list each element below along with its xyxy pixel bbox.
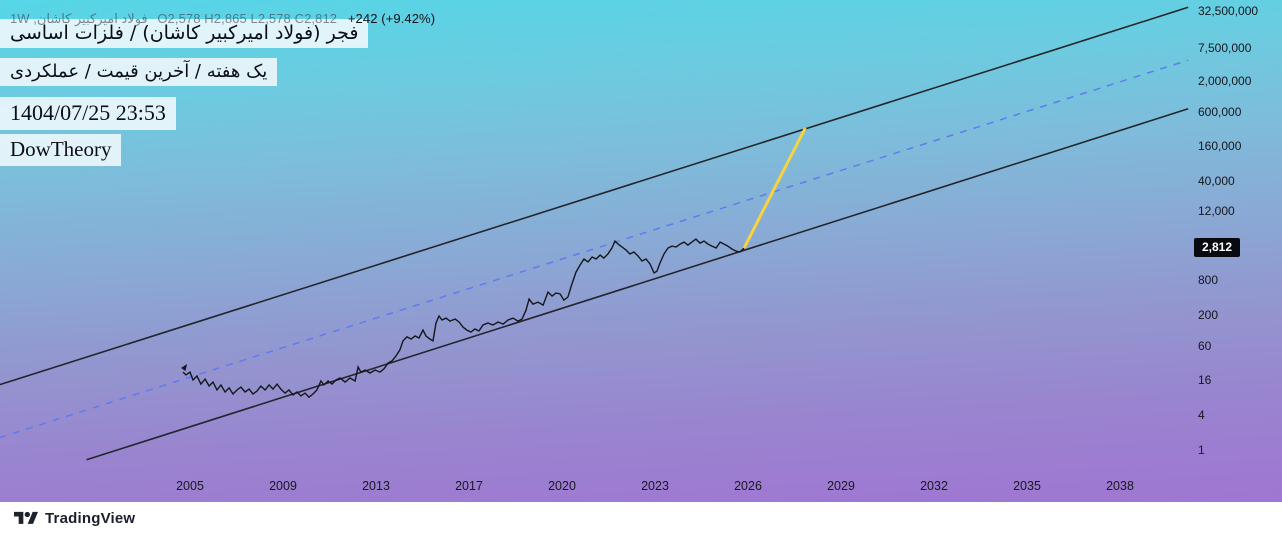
- title-chip-settings: یک هفته / آخرین قیمت / عملکردی: [0, 58, 278, 86]
- price-axis-label: 7,500,000: [1198, 40, 1252, 55]
- time-axis[interactable]: 2005 2009 2013 2017 2020 2023 2026 2029 2032 2035…: [0, 473, 1192, 502]
- time-axis-label: 2017: [455, 479, 483, 493]
- title-chip-symbol: فجر (فولاد امیرکبیر کاشان) / فلزات اساسی: [0, 19, 369, 48]
- time-axis-label: 2038: [1106, 479, 1134, 493]
- price-axis-label: 2,000,000: [1198, 74, 1252, 89]
- chart-plot-area[interactable]: [0, 0, 1192, 502]
- price-axis-label: 200: [1198, 308, 1219, 323]
- projection-line[interactable]: [742, 127, 807, 249]
- price-axis-label: 16: [1198, 372, 1212, 387]
- price-axis-label: 4: [1198, 407, 1205, 422]
- last-price-tag: 2,812: [1194, 238, 1241, 258]
- time-axis-label: 2026: [734, 479, 762, 493]
- time-axis-label: 2023: [641, 479, 669, 493]
- price-line-series[interactable]: [182, 238, 745, 399]
- price-axis-label: 160,000: [1198, 138, 1242, 153]
- title-chip-indicator: DowTheory: [0, 134, 122, 166]
- price-axis-label: 12,000: [1198, 204, 1235, 219]
- chart-watermark-titles: فجر (فولاد امیرکبیر کاشان) / فلزات اساسی…: [0, 19, 369, 166]
- price-axis-label: 600,000: [1198, 104, 1242, 119]
- price-axis[interactable]: 2,812 32,500,000 7,500,000 2,000,000 600,00…: [1192, 0, 1282, 502]
- tradingview-brand-text: TradingView: [45, 510, 136, 527]
- time-axis-label: 2029: [827, 479, 855, 493]
- time-axis-label: 2020: [548, 479, 576, 493]
- title-chip-datetime: 1404/07/25 23:53: [0, 97, 176, 130]
- price-change: +242 (+9.42%): [347, 11, 436, 26]
- lower-channel-line[interactable]: [86, 108, 1189, 461]
- tradingview-logo-link[interactable]: TradingView: [14, 509, 135, 528]
- price-axis-label: 1: [1198, 443, 1205, 457]
- footer-bar: TradingView: [0, 502, 1282, 535]
- time-axis-label: 2032: [920, 479, 948, 493]
- ohlc-values: O2,578 H2,865 L2,578 C2,812: [157, 11, 338, 26]
- time-axis-label: 2009: [269, 479, 297, 493]
- price-axis-label: 32,500,000: [1198, 3, 1259, 18]
- ohlc-legend[interactable]: فولاد امیرکبیر کاشان, 1W O2,578 H2,865 L…: [10, 11, 435, 27]
- series-start-marker-icon: [181, 364, 188, 372]
- tradingview-logo-icon: [14, 511, 38, 524]
- price-axis-label: 800: [1198, 273, 1219, 288]
- symbol-name[interactable]: فولاد امیرکبیر کاشان, 1W: [10, 11, 148, 26]
- upper-channel-line[interactable]: [0, 6, 1189, 386]
- time-axis-label: 2005: [176, 479, 204, 493]
- median-line[interactable]: [0, 59, 1189, 439]
- time-axis-label: 2035: [1013, 479, 1041, 493]
- price-axis-label: 60: [1198, 338, 1212, 353]
- price-axis-label: 40,000: [1198, 173, 1235, 188]
- time-axis-label: 2013: [362, 479, 390, 493]
